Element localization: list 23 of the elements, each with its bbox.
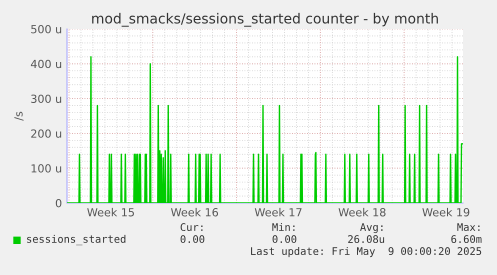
y-tick-label: 400 u <box>30 60 62 68</box>
x-tick-label: Week 16 <box>170 208 218 216</box>
text: 0.00 <box>180 235 204 244</box>
x-tick-label: Week 19 <box>422 208 470 216</box>
text: Avg: <box>360 223 382 234</box>
text: Min: <box>272 222 294 231</box>
y-tick-label: 300 u <box>31 94 62 103</box>
y-axis-title: /s <box>14 112 24 121</box>
text: Cur: <box>180 223 202 232</box>
x-tick-label: Week 18 <box>338 208 386 216</box>
chart-title: mod_smacks/sessions_started counter - by month <box>92 12 438 27</box>
x-tick-label: Week 15 <box>87 208 134 216</box>
y-tick-label: 200 u <box>31 129 62 138</box>
text: Max: <box>457 223 480 232</box>
y-tick-label: 0 <box>56 198 62 208</box>
x-tick-label: Week 17 <box>254 208 302 216</box>
text: 6.60m <box>451 235 482 244</box>
text: Last update: Fri May 9 00:00:20 2025 <box>251 246 482 258</box>
legend-label: sessions_started <box>27 234 126 246</box>
text: 0.00 <box>272 235 296 244</box>
y-tick-label: 500 u <box>31 24 62 34</box>
y-tick-label: 100 u <box>32 164 62 173</box>
text: 26.08u <box>348 235 384 244</box>
